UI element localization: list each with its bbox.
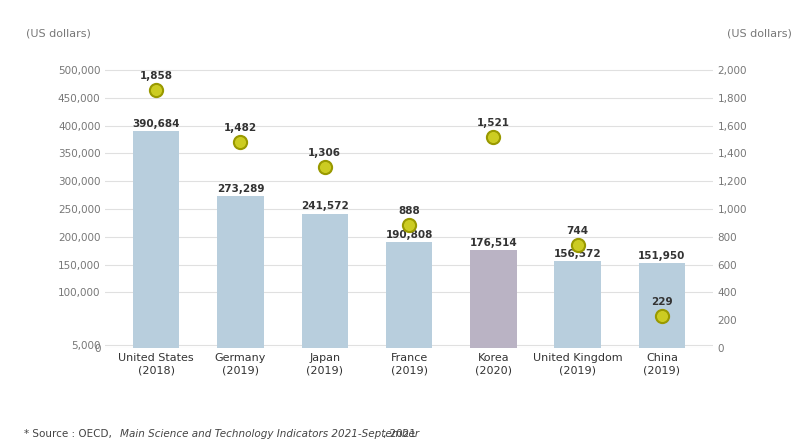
Text: (US dollars): (US dollars) bbox=[727, 29, 791, 39]
Point bbox=[487, 133, 500, 140]
Text: 1,521: 1,521 bbox=[477, 118, 509, 128]
Text: 1,306: 1,306 bbox=[309, 148, 341, 157]
Text: 190,808: 190,808 bbox=[386, 230, 433, 240]
Text: (US dollars): (US dollars) bbox=[26, 29, 92, 39]
Point bbox=[150, 87, 163, 94]
Text: 888: 888 bbox=[399, 206, 420, 215]
Text: Main Science and Technology Indicators 2021-September: Main Science and Technology Indicators 2… bbox=[120, 429, 419, 439]
Text: 273,289: 273,289 bbox=[216, 184, 264, 194]
Bar bbox=[386, 242, 433, 348]
Text: 744: 744 bbox=[567, 226, 589, 235]
Text: 151,950: 151,950 bbox=[638, 251, 686, 261]
Text: , 2021: , 2021 bbox=[383, 429, 416, 439]
Text: * Source : OECD,: * Source : OECD, bbox=[24, 429, 115, 439]
Text: 229: 229 bbox=[651, 297, 673, 307]
Text: 176,514: 176,514 bbox=[470, 238, 518, 248]
Point bbox=[234, 139, 247, 146]
Bar bbox=[217, 196, 263, 348]
Text: 156,572: 156,572 bbox=[554, 249, 602, 259]
Bar bbox=[639, 264, 685, 348]
Point bbox=[318, 163, 331, 170]
Point bbox=[403, 221, 416, 228]
Point bbox=[655, 313, 668, 320]
Text: 241,572: 241,572 bbox=[301, 202, 348, 211]
Text: 1,858: 1,858 bbox=[139, 71, 173, 81]
Bar bbox=[301, 214, 348, 348]
Bar bbox=[133, 131, 179, 348]
Point bbox=[571, 241, 584, 248]
Bar bbox=[555, 261, 601, 348]
Text: 1,482: 1,482 bbox=[224, 123, 257, 133]
Bar bbox=[470, 250, 517, 348]
Text: 390,684: 390,684 bbox=[132, 119, 180, 129]
